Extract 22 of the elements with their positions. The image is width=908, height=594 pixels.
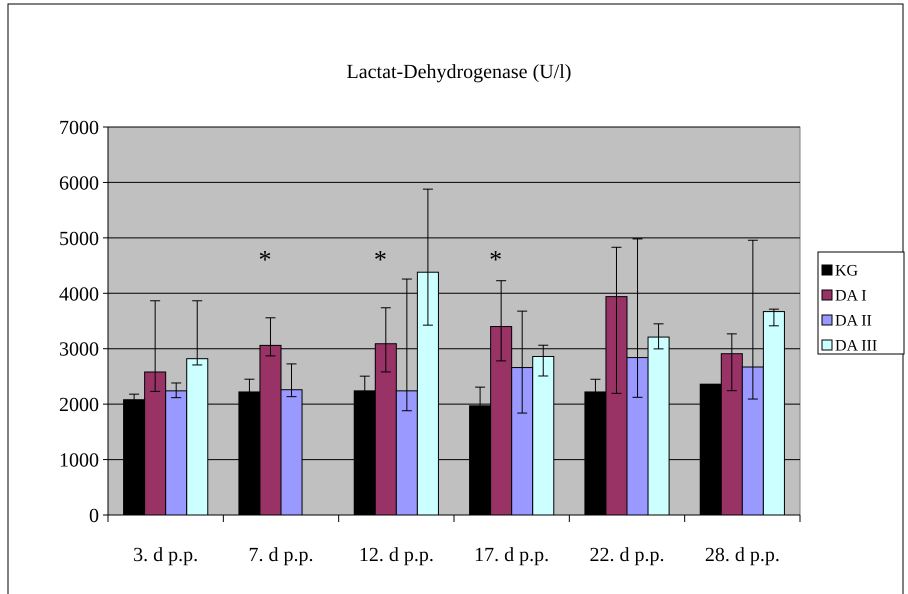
x-tick-label: 17. d p.p. — [474, 544, 550, 566]
y-tick-label: 3000 — [59, 338, 99, 361]
legend-label: KG — [835, 262, 859, 280]
legend-label: DA III — [835, 338, 878, 355]
legend-label: DA II — [835, 312, 872, 330]
annotation: * — [489, 245, 502, 274]
y-tick-label: 5000 — [59, 228, 99, 250]
legend-label: DA I — [835, 288, 867, 305]
y-tick-label: 0 — [89, 505, 99, 527]
x-tick-label: 28. d p.p. — [704, 544, 780, 566]
x-tick-label: 7. d p.p. — [248, 544, 314, 566]
y-tick-label: 7000 — [59, 117, 99, 139]
x-tick-label: 22. d p.p. — [590, 544, 664, 566]
y-tick-label: 6000 — [59, 172, 99, 194]
x-tick-label: 3. d p.p. — [133, 544, 198, 566]
x-tick-label: 12. d p.p. — [358, 544, 434, 566]
y-tick-label: 2000 — [59, 394, 99, 416]
chart-title: Lactat-Dehydrogenase (U/l) — [346, 61, 572, 83]
y-tick-label: 1000 — [59, 450, 99, 472]
annotation: * — [374, 245, 387, 274]
annotation: * — [258, 245, 272, 274]
y-tick-label: 4000 — [59, 283, 99, 306]
